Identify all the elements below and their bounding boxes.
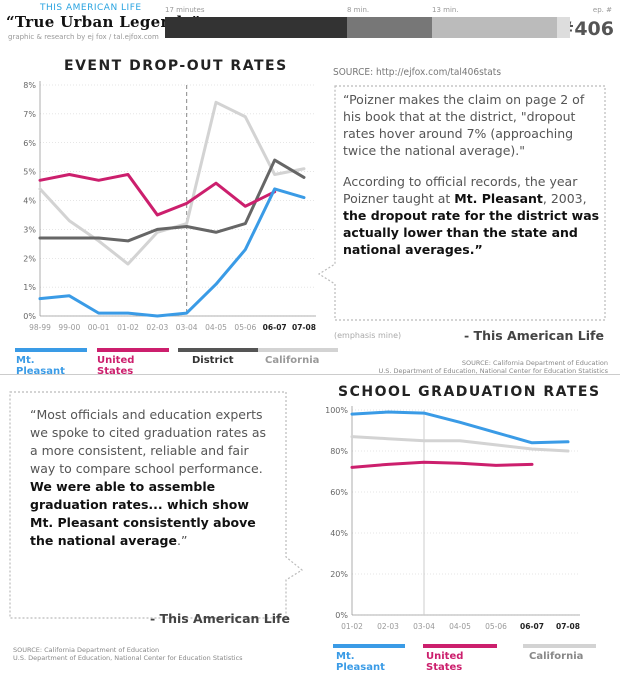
dropout-xtick-label: 01-02: [117, 323, 139, 332]
dropout-attribution: - This American Life: [464, 328, 604, 343]
legend2-label-mt-pleasant: Mt. Pleasant: [336, 651, 385, 673]
show-name: THIS AMERICAN LIFE: [40, 3, 142, 13]
grad-xtick-label: 02-03: [377, 622, 399, 631]
grad-ytick-label: 0%: [335, 611, 348, 620]
grad-quote: “Most officials and education experts we…: [30, 407, 267, 548]
legend-swatch-united-states: [97, 348, 169, 352]
timeline-segment-4: [557, 17, 570, 38]
dropout-xtick-label: 03-04: [176, 323, 198, 332]
grad-xtick-label: 07-08: [556, 622, 580, 631]
legend2-swatch-california: [523, 644, 596, 648]
dropout-xtick-label: 02-03: [146, 323, 168, 332]
legend2-label-united-states: United States: [426, 651, 464, 673]
grad-chart-title: SCHOOL GRADUATION RATES: [338, 384, 601, 400]
grad-xtick-label: 05-06: [485, 622, 507, 631]
legend2-label-california: California: [529, 651, 584, 662]
dropout-xtick-label: 06-07: [263, 323, 287, 332]
dropout-ytick-label: 4%: [23, 197, 36, 206]
timeline-segment-2: [347, 17, 432, 38]
dropout-axes: 0% 1% 2% 3% 4% 5% 6% 7% 8% 98-99 99-00 00-01 01-02 02…: [23, 81, 316, 332]
grad-source: SOURCE: California Department of Educati…: [13, 646, 243, 662]
grad-xtick-label: 03-04: [413, 622, 435, 631]
grad-series-california: [350, 435, 570, 453]
credit-line: graphic & research by ej fox / tal.ejfox…: [8, 33, 159, 41]
grad-ytick-label: 100%: [325, 406, 348, 415]
timeline-tick-2: 13 min.: [432, 6, 459, 14]
grad-ytick-label: 40%: [330, 529, 348, 538]
timeline-segment-1: [165, 17, 347, 38]
legend-label-california: California: [265, 355, 320, 366]
legend-label-mt-pleasant: Mt. Pleasant: [16, 355, 65, 377]
grad-series-mt-pleasant: [350, 410, 570, 445]
grad-ytick-label: 60%: [330, 488, 348, 497]
dropout-series-united-states: [38, 173, 277, 217]
dropout-ytick-label: 6%: [23, 139, 36, 148]
grad-axes: 0% 20% 40% 60% 80% 100% 01-02 02-03 03-04 04-05 05…: [325, 406, 580, 631]
grad-xtick-label: 01-02: [341, 622, 363, 631]
legend-label-district: District: [192, 355, 234, 366]
dropout-xtick-label: 99-00: [58, 323, 80, 332]
dropout-chart-title: EVENT DROP-OUT RATES: [64, 58, 288, 74]
dropout-ytick-label: 0%: [23, 312, 36, 321]
grad-xtick-label: 06-07: [520, 622, 544, 631]
dropout-xtick-label: 05-06: [234, 323, 256, 332]
grad-ytick-label: 20%: [330, 570, 348, 579]
episode-number: #406: [558, 18, 614, 40]
dropout-xtick-label: 07-08: [292, 323, 316, 332]
dropout-ytick-label: 8%: [23, 81, 36, 90]
dropout-xtick-label: 98-99: [29, 323, 51, 332]
dropout-ytick-label: 2%: [23, 254, 36, 263]
dropout-quote-bubble: [317, 85, 606, 321]
grad-quote-bubble: [9, 391, 304, 619]
legend-swatch-mt-pleasant: [15, 348, 87, 352]
grad-ytick-label: 80%: [330, 447, 348, 456]
timeline-segment-3: [432, 17, 557, 38]
legend-swatch-california: [258, 348, 338, 352]
timeline-tick-0: 17 minutes: [165, 6, 205, 14]
dropout-ytick-label: 1%: [23, 283, 36, 292]
legend2-swatch-united-states: [423, 644, 497, 648]
grad-xtick-label: 04-05: [449, 622, 471, 631]
grad-attribution: - This American Life: [150, 611, 290, 626]
dropout-ytick-label: 7%: [23, 110, 36, 119]
dropout-source-link[interactable]: SOURCE: http://ejfox.com/tal406stats: [333, 67, 502, 78]
dropout-series: [38, 100, 306, 318]
dropout-xtick-label: 00-01: [88, 323, 110, 332]
grad-series-united-states: [350, 460, 534, 469]
dropout-chart: 0% 1% 2% 3% 4% 5% 6% 7% 8% 98-99 99-00 00-01 01-02 02…: [23, 81, 316, 332]
timeline-tick-1: 8 min.: [347, 6, 370, 14]
grad-series: [350, 410, 570, 469]
episode-timeline: [165, 17, 570, 38]
emphasis-note: (emphasis mine): [334, 331, 402, 340]
dropout-ytick-label: 3%: [23, 225, 36, 234]
dropout-series-mt-pleasant: [38, 187, 306, 318]
episode-title: “True Urban Legends”: [6, 13, 201, 31]
dropout-series-district: [38, 158, 306, 243]
section-divider: [0, 374, 620, 375]
dropout-xtick-label: 04-05: [205, 323, 227, 332]
grad-chart: 0% 20% 40% 60% 80% 100% 01-02 02-03 03-04 04-05 05…: [325, 406, 580, 631]
dropout-quote: “Poizner makes the claim on page 2 of hi…: [343, 91, 605, 258]
dropout-ytick-label: 5%: [23, 168, 36, 177]
legend-swatch-district: [178, 348, 258, 352]
dropout-source: SOURCE: California Department of Educati…: [378, 359, 608, 375]
dropout-quote-p1: “Poizner makes the claim on page 2 of hi…: [343, 92, 585, 158]
dropout-gridlines: [40, 84, 316, 317]
legend-label-united-states: United States: [97, 355, 135, 377]
dropout-quote-p2: According to official records, the year …: [343, 174, 600, 257]
legend2-swatch-mt-pleasant: [333, 644, 405, 648]
episode-label: ep. #: [592, 6, 612, 14]
